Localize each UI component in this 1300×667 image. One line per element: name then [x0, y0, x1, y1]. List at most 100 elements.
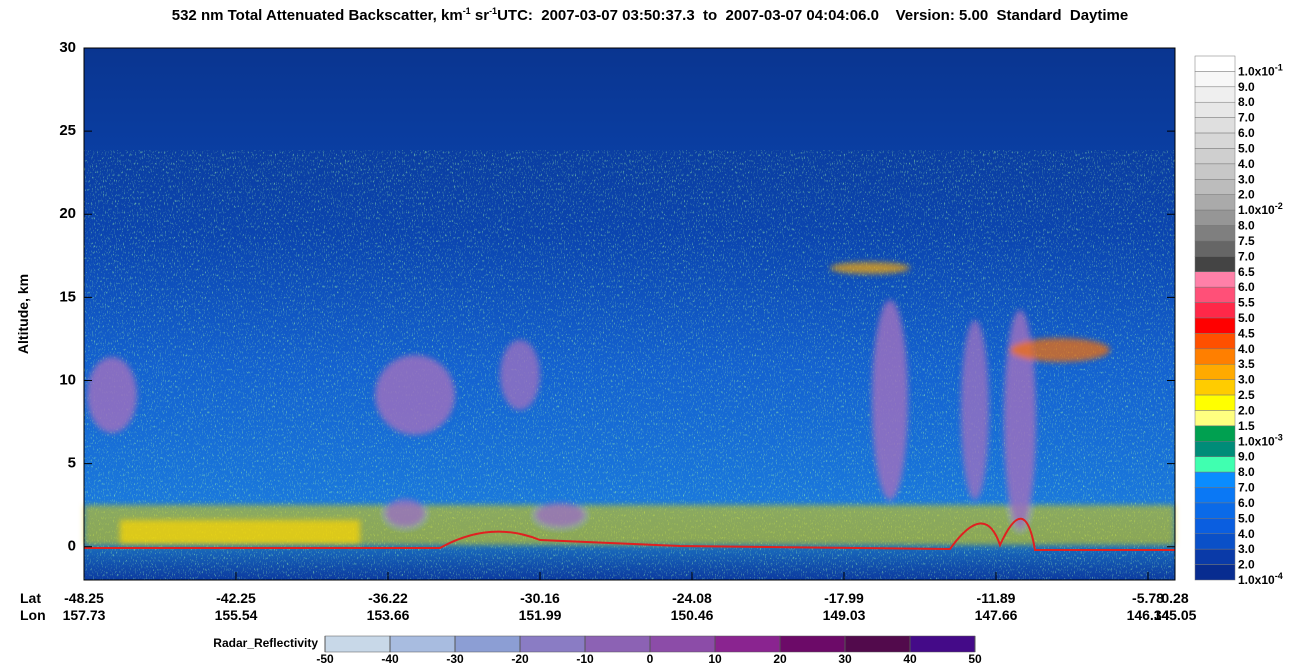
title-text: sr: [471, 7, 490, 24]
colorbar-swatch: [1194, 86, 1236, 103]
colorbar-label: 4.5: [1238, 326, 1255, 340]
colorbar-label-text: 4.0: [1238, 157, 1255, 171]
colorbar-label-text: 6.0: [1238, 280, 1255, 294]
lon-label: Lon: [20, 607, 46, 623]
colorbar-label-exp: -2: [1275, 201, 1283, 211]
radar-colorbar-swatch: [909, 635, 976, 653]
colorbar-label: 6.0: [1238, 126, 1255, 140]
colorbar-swatch: [1194, 101, 1236, 118]
colorbar-label: 5.0: [1238, 311, 1255, 325]
chart-subtitle: UTC: 2007-03-07 03:50:37.3 to 2007-03-07…: [497, 7, 1128, 24]
colorbar-label-text: 3.5: [1238, 357, 1255, 371]
colorbar-label: 7.0: [1238, 481, 1255, 495]
colorbar-label-text: 7.0: [1238, 481, 1255, 495]
colorbar-swatch: [1194, 410, 1236, 427]
colorbar-label: 3.0: [1238, 373, 1255, 387]
colorbar-label-text: 1.0x10: [1238, 203, 1275, 217]
radar-tick-label: 0: [647, 652, 654, 666]
colorbar-label: 1.0x10-1: [1238, 62, 1283, 78]
colorbar-swatch: [1194, 333, 1236, 350]
colorbar-label-text: 7.0: [1238, 249, 1255, 263]
colorbar-label-text: 7.0: [1238, 111, 1255, 125]
colorbar-swatch: [1194, 71, 1236, 88]
colorbar-label: 2.5: [1238, 388, 1255, 402]
colorbar-label-text: 5.5: [1238, 296, 1255, 310]
colorbar-swatch: [1194, 55, 1236, 72]
colorbar-label-text: 3.0: [1238, 542, 1255, 556]
colorbar-swatch: [1194, 132, 1236, 149]
colorbar-label-text: 2.5: [1238, 388, 1255, 402]
colorbar-swatch: [1194, 209, 1236, 226]
colorbar-swatch: [1194, 194, 1236, 211]
colorbar-label: 3.0: [1238, 172, 1255, 186]
colorbar-label-text: 6.5: [1238, 265, 1255, 279]
colorbar-label: 1.5: [1238, 419, 1255, 433]
radar-tick-label: -20: [511, 652, 529, 666]
colorbar-label-text: 3.0: [1238, 373, 1255, 387]
colorbar-label-text: 5.0: [1238, 311, 1255, 325]
colorbar-label: 9.0: [1238, 80, 1255, 94]
colorbar-label-text: 1.0x10: [1238, 64, 1275, 78]
lon-tick-label: 157.73: [63, 607, 106, 623]
colorbar-label: 2.0: [1238, 558, 1255, 572]
colorbar-swatch: [1194, 441, 1236, 457]
colorbar-label: 1.0x10-2: [1238, 201, 1283, 217]
radar-colorbar-label: Radar_Reflectivity: [213, 636, 318, 650]
colorbar-swatch: [1194, 564, 1236, 581]
colorbar-swatch: [1194, 487, 1236, 504]
lon-tick-label: 147.66: [975, 607, 1018, 623]
colorbar-label-text: 6.0: [1238, 496, 1255, 510]
radar-tick-label: 20: [773, 652, 787, 666]
colorbar-label-text: 3.0: [1238, 172, 1255, 186]
colorbar-swatch: [1194, 317, 1236, 334]
colorbar-label: 6.5: [1238, 265, 1255, 279]
colorbar-swatch: [1194, 348, 1236, 365]
colorbar-label-text: 6.0: [1238, 126, 1255, 140]
colorbar-label: 4.0: [1238, 157, 1255, 171]
y-tick-label: 20: [59, 205, 76, 222]
y-tick-label: 15: [59, 288, 76, 305]
colorbar-swatch: [1194, 163, 1236, 180]
colorbar-label-text: 9.0: [1238, 450, 1255, 464]
title-exp: -1: [463, 6, 471, 16]
lon-tick-label: 146.34: [1127, 607, 1170, 623]
colorbar-label-text: 5.0: [1238, 141, 1255, 155]
colorbar-label-exp: -4: [1275, 571, 1283, 581]
surface-line: [84, 517, 1175, 551]
radar-tick-label: 30: [838, 652, 852, 666]
colorbar-label: 5.0: [1238, 141, 1255, 155]
colorbar-label: 2.0: [1238, 188, 1255, 202]
lon-tick-label: 155.54: [215, 607, 258, 623]
colorbar-label-text: 8.0: [1238, 95, 1255, 109]
colorbar-swatch: [1194, 179, 1236, 195]
colorbar-swatch: [1194, 363, 1236, 380]
colorbar-swatch: [1194, 148, 1236, 165]
colorbar-swatch: [1194, 471, 1236, 488]
radar-colorbar-swatch: [649, 635, 716, 653]
colorbar-label-text: 8.0: [1238, 219, 1255, 233]
lon-tick-label: 150.46: [671, 607, 714, 623]
colorbar-label-text: 4.0: [1238, 342, 1255, 356]
colorbar-label: 8.0: [1238, 219, 1255, 233]
radar-colorbar-swatch: [324, 635, 391, 653]
colorbar-label-text: 1.5: [1238, 419, 1255, 433]
colorbar-label-text: 7.5: [1238, 234, 1255, 248]
y-tick-label: 30: [59, 39, 76, 56]
curtain-features: [84, 262, 1175, 545]
radar-colorbar-swatch: [454, 635, 521, 653]
colorbar-swatch: [1194, 256, 1236, 273]
y-axis-label: Altitude, km: [15, 274, 31, 354]
colorbar-label-text: 5.0: [1238, 511, 1255, 525]
colorbar-label-text: 4.0: [1238, 527, 1255, 541]
radar-tick-label: -50: [316, 652, 334, 666]
lat-tick-label: -5.78: [1132, 590, 1164, 606]
lat-tick-label: 0.28: [1161, 590, 1188, 606]
radar-tick-label: 40: [903, 652, 917, 666]
colorbar-label: 7.5: [1238, 234, 1255, 248]
lon-tick-label: 145.05: [1154, 607, 1197, 623]
colorbar-label: 2.0: [1238, 403, 1255, 417]
colorbar-swatch: [1194, 548, 1236, 565]
colorbar-swatch: [1194, 271, 1236, 288]
